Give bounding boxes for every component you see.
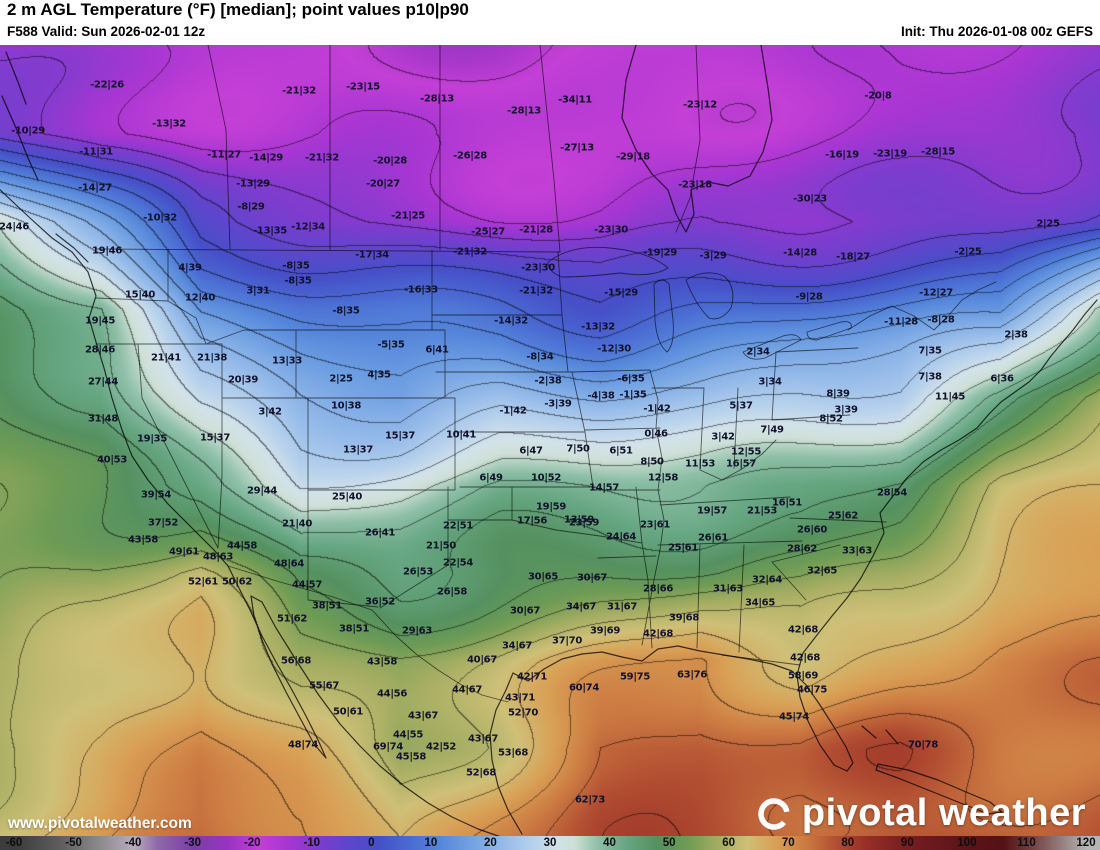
init-time-text: Init: Thu 2026-01-08 00z GEFS xyxy=(900,24,1093,39)
header: 2 m AGL Temperature (°F) [median]; point… xyxy=(0,0,1100,45)
brand-watermark: pivotal weather xyxy=(756,792,1086,835)
watermark-url: www.pivotalweather.com xyxy=(8,815,192,832)
page-title: 2 m AGL Temperature (°F) [median]; point… xyxy=(7,0,469,19)
colorbar xyxy=(0,836,1100,850)
valid-time-text: F588 Valid: Sun 2026-02-01 12z xyxy=(7,24,206,39)
temperature-field-canvas xyxy=(0,45,1100,836)
brand-watermark-text: pivotal weather xyxy=(801,792,1086,834)
pivotal-weather-logo-icon xyxy=(758,797,790,830)
